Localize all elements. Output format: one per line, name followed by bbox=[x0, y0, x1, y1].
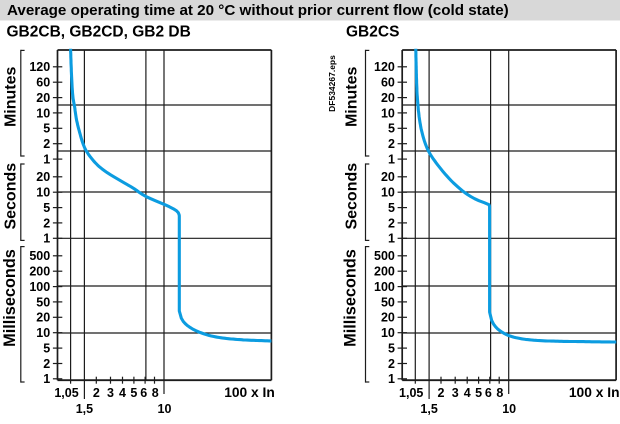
svg-text:50: 50 bbox=[36, 295, 50, 309]
svg-text:10: 10 bbox=[381, 186, 395, 200]
svg-text:1,05: 1,05 bbox=[54, 386, 78, 400]
svg-text:Minutes: Minutes bbox=[3, 66, 20, 127]
svg-text:5: 5 bbox=[388, 201, 395, 215]
svg-text:6: 6 bbox=[485, 386, 492, 400]
svg-text:120: 120 bbox=[374, 60, 395, 74]
svg-text:Seconds: Seconds bbox=[3, 163, 20, 230]
svg-text:200: 200 bbox=[29, 265, 50, 279]
svg-text:10: 10 bbox=[36, 186, 50, 200]
svg-text:2: 2 bbox=[43, 137, 50, 151]
svg-text:Seconds: Seconds bbox=[343, 163, 360, 230]
svg-text:100 x In: 100 x In bbox=[569, 385, 620, 400]
svg-text:200: 200 bbox=[374, 265, 395, 279]
svg-text:2: 2 bbox=[438, 386, 445, 400]
svg-text:10: 10 bbox=[36, 106, 50, 120]
svg-text:1: 1 bbox=[388, 153, 395, 167]
svg-text:Minutes: Minutes bbox=[343, 66, 360, 127]
svg-text:60: 60 bbox=[381, 76, 395, 90]
svg-text:120: 120 bbox=[29, 60, 50, 74]
svg-text:3: 3 bbox=[107, 386, 114, 400]
svg-text:2: 2 bbox=[43, 357, 50, 371]
svg-text:10: 10 bbox=[158, 402, 172, 416]
svg-text:1,5: 1,5 bbox=[76, 402, 93, 416]
svg-text:5: 5 bbox=[43, 122, 50, 136]
svg-text:1: 1 bbox=[388, 372, 395, 386]
svg-text:20: 20 bbox=[36, 170, 50, 184]
svg-text:100 x In: 100 x In bbox=[224, 385, 275, 400]
svg-text:1: 1 bbox=[388, 232, 395, 246]
svg-text:4: 4 bbox=[464, 386, 471, 400]
svg-text:5: 5 bbox=[388, 342, 395, 356]
svg-text:60: 60 bbox=[36, 76, 50, 90]
svg-text:Milliseconds: Milliseconds bbox=[1, 249, 19, 347]
svg-text:5: 5 bbox=[475, 386, 482, 400]
svg-text:Average operating time at 20 °: Average operating time at 20 °C without … bbox=[7, 2, 509, 19]
svg-text:500: 500 bbox=[29, 249, 50, 263]
svg-text:4: 4 bbox=[119, 386, 126, 400]
svg-text:100: 100 bbox=[374, 280, 395, 294]
svg-text:20: 20 bbox=[36, 311, 50, 325]
svg-text:6: 6 bbox=[140, 386, 147, 400]
svg-text:8: 8 bbox=[496, 386, 503, 400]
svg-text:50: 50 bbox=[381, 295, 395, 309]
svg-text:1,05: 1,05 bbox=[399, 386, 423, 400]
svg-text:10: 10 bbox=[381, 106, 395, 120]
svg-text:10: 10 bbox=[502, 402, 516, 416]
svg-text:1: 1 bbox=[43, 232, 50, 246]
svg-text:20: 20 bbox=[381, 311, 395, 325]
svg-text:10: 10 bbox=[381, 326, 395, 340]
svg-text:10: 10 bbox=[36, 326, 50, 340]
svg-text:5: 5 bbox=[388, 122, 395, 136]
svg-text:20: 20 bbox=[36, 91, 50, 105]
svg-text:1: 1 bbox=[43, 372, 50, 386]
svg-text:2: 2 bbox=[43, 216, 50, 230]
svg-text:3: 3 bbox=[452, 386, 459, 400]
svg-text:1: 1 bbox=[43, 153, 50, 167]
svg-text:5: 5 bbox=[130, 386, 137, 400]
svg-text:500: 500 bbox=[374, 249, 395, 263]
svg-text:2: 2 bbox=[388, 357, 395, 371]
svg-text:2: 2 bbox=[93, 386, 100, 400]
svg-text:1,5: 1,5 bbox=[420, 402, 437, 416]
svg-text:DF534267.eps: DF534267.eps bbox=[327, 55, 337, 112]
svg-text:8: 8 bbox=[152, 386, 159, 400]
svg-text:GB2CB, GB2CD, GB2 DB: GB2CB, GB2CD, GB2 DB bbox=[7, 23, 191, 40]
svg-text:GB2CS: GB2CS bbox=[346, 23, 399, 40]
svg-text:20: 20 bbox=[381, 170, 395, 184]
svg-text:5: 5 bbox=[43, 201, 50, 215]
svg-text:Milliseconds: Milliseconds bbox=[342, 249, 360, 347]
svg-text:100: 100 bbox=[29, 280, 50, 294]
svg-text:2: 2 bbox=[388, 216, 395, 230]
svg-text:20: 20 bbox=[381, 91, 395, 105]
svg-text:2: 2 bbox=[388, 137, 395, 151]
svg-text:5: 5 bbox=[43, 342, 50, 356]
